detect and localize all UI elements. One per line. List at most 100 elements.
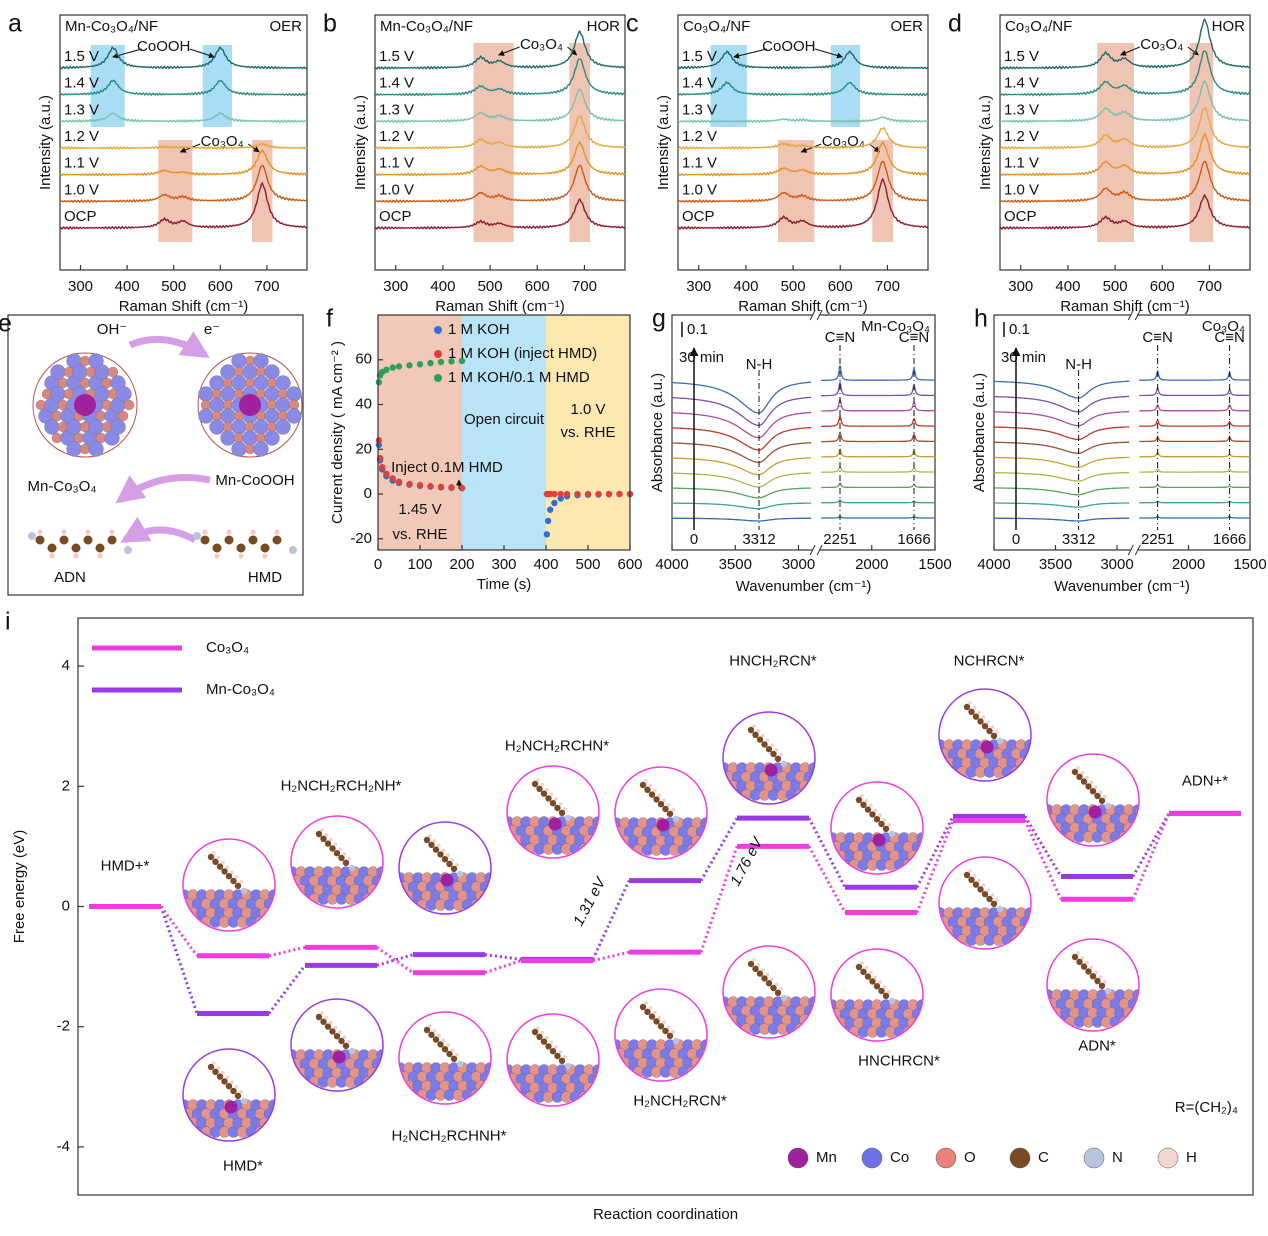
spectrum bbox=[374, 88, 626, 124]
y-axis-title: Free energy (eV) bbox=[11, 830, 28, 943]
atom bbox=[1142, 990, 1153, 1001]
x-tick-label: 600 bbox=[1150, 278, 1175, 295]
spectrum bbox=[59, 79, 308, 97]
atom bbox=[939, 757, 946, 769]
trace-label: OCP bbox=[379, 208, 412, 225]
atom bbox=[264, 386, 280, 402]
atom bbox=[278, 1118, 289, 1129]
trace-label: OCP bbox=[682, 208, 715, 225]
x-axis-title: Raman Shift (cm⁻¹) bbox=[435, 298, 565, 315]
trace-label: 1.3 V bbox=[682, 101, 717, 118]
spectrum bbox=[999, 17, 1251, 70]
atom bbox=[723, 1023, 726, 1035]
x-tick-label: 1500 bbox=[1233, 556, 1266, 573]
atom bbox=[278, 1050, 289, 1061]
atom bbox=[220, 430, 236, 446]
atom bbox=[371, 1076, 383, 1088]
atom bbox=[291, 884, 298, 896]
atom bbox=[1136, 831, 1139, 843]
atom bbox=[214, 553, 220, 559]
panel-label: a bbox=[8, 10, 22, 38]
y-axis-title: Intensity (a.u.) bbox=[655, 95, 672, 190]
atom bbox=[1047, 831, 1050, 843]
atom bbox=[882, 985, 887, 989]
spectrum bbox=[672, 379, 935, 426]
atom bbox=[822, 1006, 833, 1017]
atom bbox=[399, 899, 411, 911]
spectrum bbox=[677, 140, 929, 177]
panel-e: e OH⁻ e⁻ Mn-Co₃O₄ Mn-CoOOH ADN HMD bbox=[0, 310, 304, 596]
atom bbox=[253, 353, 269, 369]
marker-value: 3312 bbox=[1062, 531, 1095, 548]
atom bbox=[596, 843, 599, 855]
atom bbox=[666, 803, 671, 807]
atom bbox=[615, 835, 622, 847]
atom bbox=[73, 553, 79, 559]
marker-name: N-H bbox=[1065, 356, 1092, 373]
atom bbox=[615, 844, 627, 856]
x-tick-label: 600 bbox=[617, 556, 642, 573]
atom bbox=[563, 1055, 567, 1059]
point bbox=[389, 475, 396, 482]
atom bbox=[587, 843, 599, 855]
atom bbox=[1076, 773, 1083, 780]
atom bbox=[818, 997, 829, 1008]
atom bbox=[450, 858, 455, 862]
atom bbox=[996, 737, 1004, 745]
atom bbox=[695, 1066, 707, 1078]
state-label: NCHRCN* bbox=[954, 652, 1025, 669]
legend-label: N bbox=[1112, 1149, 1123, 1166]
atom bbox=[1034, 926, 1045, 937]
x-tick-label: 300 bbox=[491, 556, 516, 573]
atom bbox=[818, 833, 829, 844]
atom bbox=[291, 875, 294, 887]
spectrum bbox=[999, 106, 1251, 150]
atom bbox=[911, 859, 923, 871]
atom bbox=[981, 723, 989, 730]
atom bbox=[455, 863, 459, 867]
atom bbox=[888, 830, 896, 838]
atom bbox=[700, 1057, 707, 1069]
state-label: HNCH₂RCN* bbox=[729, 652, 817, 669]
x-tick-label: 100 bbox=[407, 556, 432, 573]
molecule-art bbox=[399, 1012, 491, 1104]
chart-title: Mn-Co₃O₄ bbox=[861, 318, 930, 335]
atom bbox=[710, 997, 721, 1008]
atom bbox=[282, 1127, 293, 1138]
point bbox=[416, 481, 424, 489]
atom bbox=[986, 727, 993, 735]
atom bbox=[1089, 780, 1094, 785]
molecule-art bbox=[602, 767, 707, 859]
frame bbox=[7, 314, 304, 596]
label: Mn-Co₃O₄ bbox=[28, 478, 97, 495]
atom bbox=[1034, 990, 1045, 1001]
atom bbox=[774, 982, 779, 986]
chart-title: Mn-Co₃O₄/NF bbox=[380, 18, 473, 35]
atom bbox=[231, 419, 247, 435]
atom bbox=[221, 1070, 225, 1075]
atom bbox=[446, 1050, 453, 1058]
atom bbox=[507, 834, 514, 846]
note: R=(CH₂)₄ bbox=[1175, 1099, 1238, 1116]
atom bbox=[212, 1061, 216, 1065]
atom bbox=[860, 961, 864, 965]
atom bbox=[507, 1082, 514, 1094]
atom bbox=[380, 1058, 383, 1070]
atom bbox=[995, 730, 999, 734]
atom bbox=[602, 818, 613, 829]
atom bbox=[278, 1068, 289, 1079]
atom bbox=[437, 1033, 441, 1038]
atom bbox=[872, 833, 886, 847]
atom bbox=[540, 790, 548, 797]
atom bbox=[1146, 814, 1157, 825]
atom bbox=[1076, 766, 1080, 770]
atom bbox=[695, 844, 707, 856]
x-tick-label: 400 bbox=[1055, 278, 1080, 295]
atom bbox=[822, 772, 833, 783]
atom bbox=[1094, 977, 1101, 985]
atom bbox=[968, 701, 972, 705]
connector bbox=[915, 815, 955, 888]
atom bbox=[399, 881, 402, 893]
x-tick-label: 500 bbox=[575, 556, 600, 573]
atom bbox=[278, 885, 289, 896]
